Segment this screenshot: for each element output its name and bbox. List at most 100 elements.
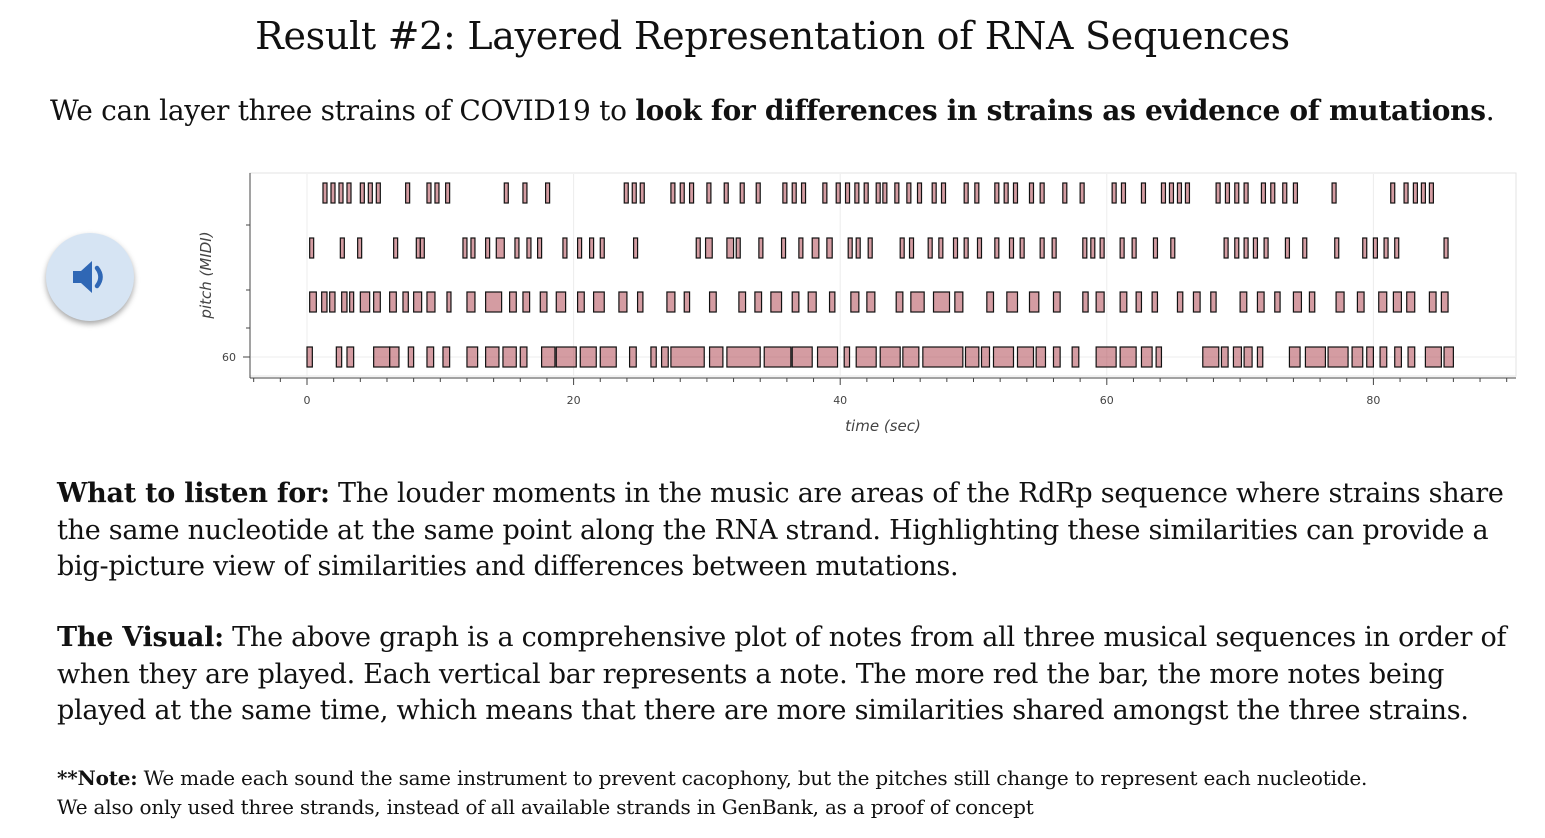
note-bar [1440, 291, 1449, 313]
note-bar [843, 346, 851, 368]
note-bar [537, 237, 543, 259]
note-bar [1335, 291, 1345, 313]
note-bars [306, 182, 1454, 368]
note-bar [1424, 346, 1442, 368]
listen-text: The louder moments in the music are area… [57, 478, 1504, 582]
note-bar [1215, 182, 1221, 204]
note-bar [485, 346, 500, 368]
note-bar [357, 237, 363, 259]
note-bar [791, 182, 797, 204]
note-bar [526, 237, 532, 259]
note-bar [1184, 182, 1191, 204]
x-ticks: 0 20 40 60 80 [253, 378, 1508, 407]
note-bar [1234, 237, 1240, 259]
note-bar [522, 182, 528, 204]
note-bar [1356, 291, 1365, 313]
note-bar [1202, 346, 1220, 368]
note-bar [723, 182, 729, 204]
note-bar [466, 291, 476, 313]
x-axis-label: time (sec) [845, 417, 921, 435]
note-bar [739, 182, 745, 204]
note-bar [1288, 346, 1301, 368]
note-bar [1052, 291, 1061, 313]
note-bar [976, 237, 983, 259]
note-bar [339, 237, 345, 259]
note-bar [509, 291, 517, 313]
note-bar [994, 182, 1000, 204]
visual-paragraph: The Visual: The above graph is a compreh… [57, 620, 1527, 730]
note-bar [413, 291, 423, 313]
note-bar [755, 182, 761, 204]
note-bar [1140, 346, 1153, 368]
note-bar [393, 237, 399, 259]
note-bar [1412, 182, 1418, 204]
note-bar [541, 346, 556, 368]
listen-heading: What to listen for: [57, 478, 330, 509]
note-bar [1243, 346, 1253, 368]
note-bar [932, 291, 951, 313]
note-bar [1210, 291, 1217, 313]
note-bar [1051, 237, 1057, 259]
note-bar [844, 182, 851, 204]
note-bar [1170, 237, 1176, 259]
note-bar [341, 291, 348, 313]
note-bar [855, 237, 861, 259]
note-bar [826, 237, 833, 259]
note-bar [683, 291, 691, 313]
note-line2: We also only used three strands, instead… [57, 795, 1034, 819]
note-bar [940, 182, 947, 204]
note-bar [791, 346, 813, 368]
note-bar [1119, 237, 1125, 259]
note-bar [1152, 237, 1159, 259]
note-bar [816, 346, 839, 368]
note-bar [708, 346, 724, 368]
note-bar [322, 182, 328, 204]
audio-play-button[interactable] [46, 233, 134, 321]
note-bar [800, 182, 807, 204]
note-bar [938, 237, 944, 259]
note-bar [952, 237, 959, 259]
note-bar [309, 237, 315, 259]
note-bar [1304, 346, 1327, 368]
note-bar [660, 346, 669, 368]
note-bar [1232, 346, 1243, 368]
note-bar [576, 291, 585, 313]
note-bar [519, 346, 528, 368]
note-bar [1082, 237, 1088, 259]
note-bar [1176, 182, 1183, 204]
note-bar [346, 182, 352, 204]
note-bar [916, 182, 923, 204]
note-bar [1095, 291, 1105, 313]
note-bar [1223, 237, 1229, 259]
note-bar [910, 291, 925, 313]
note-bar [1383, 237, 1389, 259]
note-bar [1403, 182, 1409, 204]
note-bar [695, 237, 701, 259]
note-bar [555, 291, 567, 313]
note-bar [863, 182, 869, 204]
x-tick-label: 60 [1100, 394, 1114, 407]
note-bar [1028, 182, 1035, 204]
note-bar [1120, 182, 1127, 204]
note-bar [1008, 237, 1015, 259]
intro-bold: look for differences in strains as evide… [635, 94, 1486, 127]
note-bar [1003, 182, 1009, 204]
note-bar [1039, 182, 1045, 204]
note-bar [791, 291, 800, 313]
note-bar [306, 346, 313, 368]
note-bar [579, 346, 597, 368]
note-bar [688, 182, 695, 204]
note-bar [1119, 346, 1137, 368]
note-bar [389, 346, 400, 368]
note-bar [758, 237, 764, 259]
note-bar [389, 291, 397, 313]
note-bar [485, 237, 491, 259]
note-bar [1071, 346, 1080, 368]
note-bar [670, 346, 705, 368]
note-bar [1028, 291, 1040, 313]
note-bar [466, 346, 479, 368]
note-bar [1131, 237, 1137, 259]
note-bar [1366, 346, 1374, 368]
note-bar [1155, 346, 1163, 368]
note-bar [1394, 237, 1400, 259]
